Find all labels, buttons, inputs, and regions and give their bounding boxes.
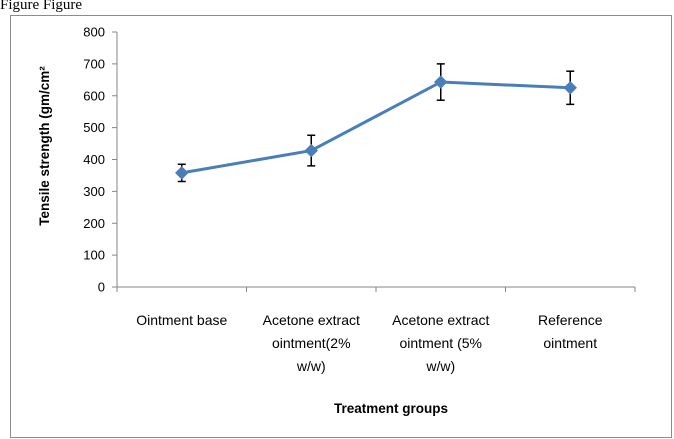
x-category-label-line: w/w) [425, 358, 455, 374]
x-category-label: Acetone extract ointment (5% w/w) [392, 312, 489, 374]
x-category-label-line: ointment(2% [272, 335, 351, 351]
x-category-label: Acetone extract ointment(2% w/w) [263, 312, 360, 374]
data-point-diamond [175, 166, 189, 180]
x-category-label-line: w/w) [296, 358, 326, 374]
y-tick-label: 800 [83, 25, 105, 40]
y-axis-title: Tensile strength (gm/cm² [37, 66, 52, 226]
x-category-label-line: ointment (5% [400, 335, 482, 351]
x-axis-title: Treatment groups [334, 401, 448, 416]
x-category-label: Ointment base [136, 312, 227, 328]
y-tick-label: 600 [83, 88, 105, 103]
y-tick-label: 400 [83, 152, 105, 167]
y-tick-label: 300 [83, 184, 105, 199]
y-tick-label: 100 [83, 248, 105, 263]
x-category-label: Reference ointment [538, 312, 603, 351]
chart-frame [10, 15, 672, 438]
x-axis: Ointment base Acetone extract ointment(2% w… [116, 286, 636, 374]
x-category-label-line: Ointment base [136, 312, 227, 328]
data-point-diamond [563, 81, 577, 95]
series-line [181, 80, 571, 175]
y-tick-label: 500 [83, 120, 105, 135]
data-point-diamond [304, 143, 318, 158]
data-point-diamond [434, 75, 448, 89]
x-category-label-line: Acetone extract [392, 312, 489, 328]
series-layer [175, 63, 577, 183]
x-category-label-line: ointment [543, 335, 597, 351]
x-category-label-line: Reference [538, 312, 603, 328]
y-tick-label: 0 [98, 280, 105, 295]
y-tick-label: 700 [83, 56, 105, 71]
y-tick-label: 200 [83, 216, 105, 231]
y-axis: 0 100 200 300 400 500 600 700 800 [83, 25, 118, 295]
x-category-label-line: Acetone extract [263, 312, 360, 328]
figure-caption-fragment: Figure Figure [0, 0, 83, 13]
